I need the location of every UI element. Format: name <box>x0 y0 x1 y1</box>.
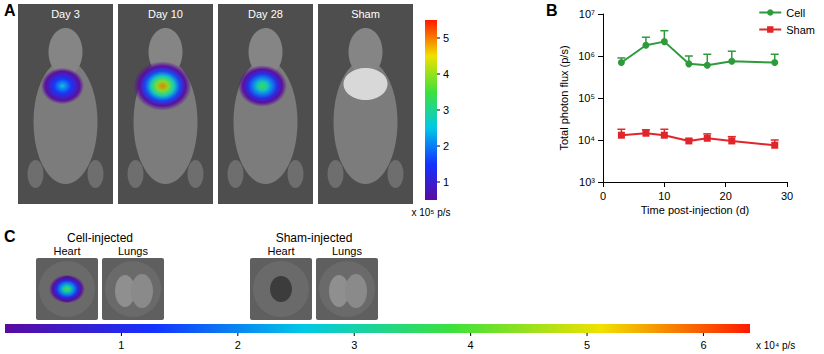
svg-text:2: 2 <box>235 339 241 351</box>
svg-text:B: B <box>546 2 558 19</box>
svg-text:5: 5 <box>584 339 590 351</box>
svg-text:Lungs: Lungs <box>332 245 362 257</box>
svg-text:Cell: Cell <box>786 7 805 19</box>
svg-text:Lungs: Lungs <box>118 245 148 257</box>
svg-text:A: A <box>4 2 16 19</box>
svg-text:10: 10 <box>658 190 670 202</box>
svg-text:3: 3 <box>443 104 449 116</box>
svg-text:Sham: Sham <box>351 8 380 20</box>
svg-text:4: 4 <box>468 339 474 351</box>
svg-text:Heart: Heart <box>54 245 81 257</box>
svg-text:1: 1 <box>443 176 449 188</box>
svg-text:1: 1 <box>118 339 124 351</box>
svg-text:4: 4 <box>443 68 449 80</box>
svg-text:Time post-injection (d): Time post-injection (d) <box>641 204 749 216</box>
svg-text:10⁵: 10⁵ <box>578 92 595 104</box>
svg-text:x 10⁴ p/s: x 10⁴ p/s <box>756 340 795 351</box>
svg-text:Day 10: Day 10 <box>148 8 183 20</box>
svg-text:Total photon flux (p/s): Total photon flux (p/s) <box>558 45 570 150</box>
svg-text:10⁴: 10⁴ <box>578 134 595 146</box>
svg-text:Day 3: Day 3 <box>51 8 80 20</box>
svg-text:0: 0 <box>600 190 606 202</box>
svg-text:2: 2 <box>443 140 449 152</box>
svg-text:5: 5 <box>443 32 449 44</box>
svg-text:Day 28: Day 28 <box>248 8 283 20</box>
svg-text:x 10⁵ p/s: x 10⁵ p/s <box>411 207 450 218</box>
svg-text:10⁷: 10⁷ <box>579 8 595 20</box>
svg-text:Sham: Sham <box>786 24 815 36</box>
svg-text:3: 3 <box>351 339 357 351</box>
svg-text:Sham-injected: Sham-injected <box>276 231 353 245</box>
svg-text:10⁶: 10⁶ <box>578 50 595 62</box>
svg-text:20: 20 <box>720 190 732 202</box>
svg-text:C: C <box>4 228 16 245</box>
svg-text:30: 30 <box>781 190 793 202</box>
svg-text:Heart: Heart <box>268 245 295 257</box>
svg-text:6: 6 <box>700 339 706 351</box>
svg-text:Cell-injected: Cell-injected <box>67 231 133 245</box>
svg-text:10³: 10³ <box>579 176 595 188</box>
